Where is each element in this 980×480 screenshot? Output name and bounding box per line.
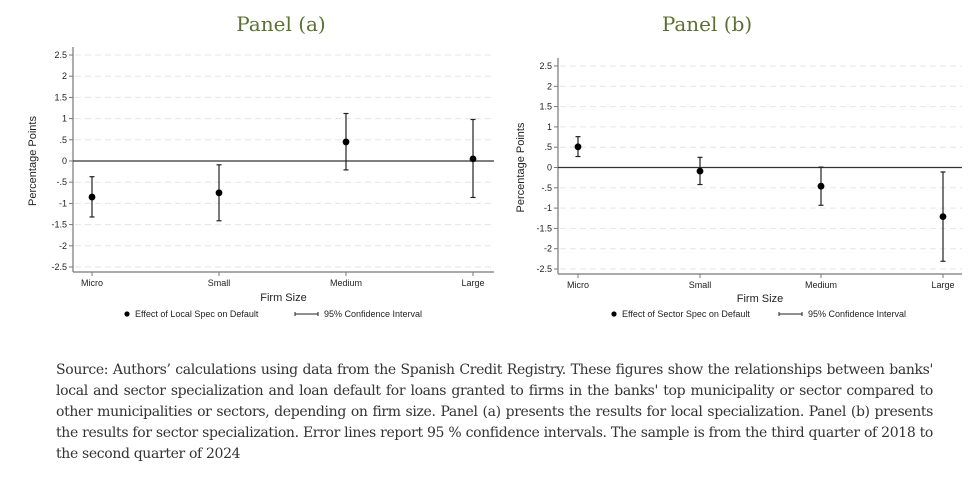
x-tick-label: Large xyxy=(931,280,954,290)
y-tick-label: -1 xyxy=(544,203,552,213)
x-axis-title: Firm Size xyxy=(260,292,306,304)
figure-caption: Source: Authors’ calculations using data… xyxy=(56,362,933,462)
x-tick-label: Medium xyxy=(805,280,837,290)
x-tick-label: Micro xyxy=(81,278,103,288)
legend-label-ci: 95% Confidence Interval xyxy=(324,309,422,319)
panel-b-title: Panel (b) xyxy=(661,12,753,36)
y-tick-label: -1 xyxy=(59,198,67,208)
x-tick-label: Medium xyxy=(330,278,362,288)
y-tick-label: -2.5 xyxy=(51,262,67,272)
legend-label-point: Effect of Local Spec on Default xyxy=(135,309,259,319)
y-tick-label: 1 xyxy=(547,122,552,132)
y-tick-label: 1.5 xyxy=(539,102,552,112)
y-axis-title: Percentage Points xyxy=(27,116,39,206)
y-tick-label: 2 xyxy=(62,71,67,81)
y-tick-label: 2 xyxy=(547,81,552,91)
x-tick-label: Small xyxy=(208,278,231,288)
y-tick-label: -2.5 xyxy=(536,264,552,274)
y-tick-label: 2.5 xyxy=(54,50,67,60)
x-tick-label: Micro xyxy=(567,280,589,290)
y-tick-label: 0 xyxy=(62,156,67,166)
y-tick-label: -1.5 xyxy=(51,220,67,230)
y-tick-label: -.5 xyxy=(56,177,67,187)
y-tick-label: -2 xyxy=(544,244,552,254)
data-point xyxy=(817,182,825,190)
data-point xyxy=(696,167,704,175)
data-point xyxy=(88,193,96,201)
y-tick-label: 2.5 xyxy=(539,61,552,71)
y-tick-label: -.5 xyxy=(541,183,552,193)
y-axis-title: Percentage Points xyxy=(515,122,527,212)
x-axis-title: Firm Size xyxy=(737,293,783,305)
legend-marker-point xyxy=(124,311,130,317)
y-tick-label: 1.5 xyxy=(54,92,67,102)
legend-marker-point xyxy=(611,311,617,317)
legend-label-point: Effect of Sector Spec on Default xyxy=(622,309,750,319)
x-tick-label: Small xyxy=(689,280,712,290)
x-tick-label: Large xyxy=(461,278,484,288)
data-point xyxy=(342,138,350,146)
data-point xyxy=(574,143,582,151)
y-tick-label: .5 xyxy=(544,142,552,152)
data-point xyxy=(469,155,477,163)
legend-label-ci: 95% Confidence Interval xyxy=(808,309,906,319)
y-tick-label: -2 xyxy=(59,241,67,251)
panel-a-title: Panel (a) xyxy=(236,12,326,36)
y-tick-label: 1 xyxy=(62,114,67,124)
data-point xyxy=(215,189,223,197)
y-tick-label: .5 xyxy=(59,135,67,145)
data-point xyxy=(939,213,947,221)
y-tick-label: 0 xyxy=(547,163,552,173)
y-tick-label: -1.5 xyxy=(536,223,552,233)
